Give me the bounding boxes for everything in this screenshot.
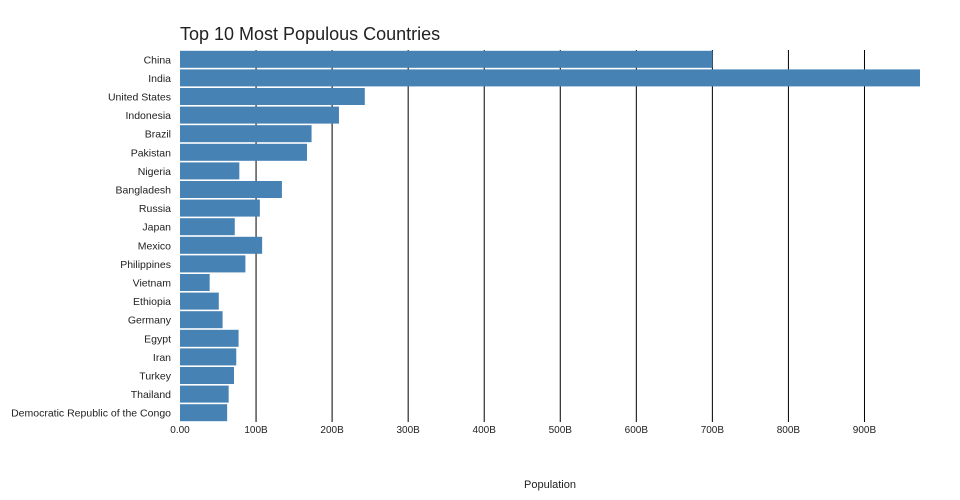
bars (180, 50, 920, 422)
bar[interactable] (180, 311, 223, 329)
gridlines (255, 50, 865, 422)
bar[interactable] (180, 218, 235, 236)
category-label: China (144, 54, 172, 66)
x-tick-label: 200B (320, 425, 344, 436)
bar[interactable] (180, 50, 713, 68)
bar[interactable] (180, 404, 228, 422)
bar[interactable] (180, 236, 263, 254)
category-label: Philippines (120, 259, 171, 271)
bar[interactable] (180, 255, 246, 273)
category-label: Egypt (144, 333, 171, 345)
x-tick-label: 800B (777, 425, 801, 436)
x-tick-label: 700B (701, 425, 725, 436)
bar[interactable] (180, 199, 260, 217)
category-labels: China India United States Indonesia Brazil Pa… (11, 54, 172, 419)
bar[interactable] (180, 329, 239, 347)
category-label: India (148, 73, 171, 85)
x-tick-label: 500B (549, 425, 573, 436)
bar[interactable] (180, 162, 240, 180)
bar[interactable] (180, 274, 210, 291)
x-tick-label: 0.00 (170, 425, 190, 436)
bar[interactable] (180, 292, 219, 310)
x-tick-label: 400B (473, 425, 497, 436)
bar[interactable] (180, 69, 920, 87)
x-tick-labels: 0.00 100B 200B 300B 400B 500B 600B 700B 800B 900B (170, 425, 876, 436)
category-label: Thailand (131, 389, 171, 401)
bar[interactable] (180, 88, 365, 105)
bar[interactable] (180, 367, 234, 384)
category-label: Nigeria (138, 166, 171, 178)
category-label: United States (108, 92, 171, 104)
x-tick-label: 900B (853, 425, 877, 436)
category-label: Germany (128, 315, 172, 327)
bar[interactable] (180, 181, 282, 198)
bar[interactable] (180, 348, 237, 366)
category-label: Japan (142, 222, 171, 234)
category-label: Vietnam (133, 278, 172, 290)
x-tick-label: 300B (396, 425, 420, 436)
bar[interactable] (180, 106, 339, 124)
category-label: Mexico (138, 240, 171, 252)
bar[interactable] (180, 143, 308, 161)
chart-title: Top 10 Most Populous Countries (180, 24, 440, 44)
category-label: Russia (139, 203, 171, 215)
x-tick-label: 600B (625, 425, 649, 436)
category-label: Indonesia (125, 110, 171, 122)
category-label: Democratic Republic of the Congo (11, 408, 171, 420)
category-label: Turkey (139, 371, 171, 383)
category-label: Brazil (145, 129, 171, 141)
x-tick-label: 100B (244, 425, 268, 436)
category-label: Iran (153, 352, 171, 364)
bar[interactable] (180, 125, 312, 143)
category-label: Ethiopia (133, 296, 171, 308)
bar[interactable] (180, 385, 229, 403)
x-axis-label: Population (524, 479, 576, 491)
category-label: Pakistan (131, 147, 171, 159)
category-label: Bangladesh (116, 185, 172, 197)
